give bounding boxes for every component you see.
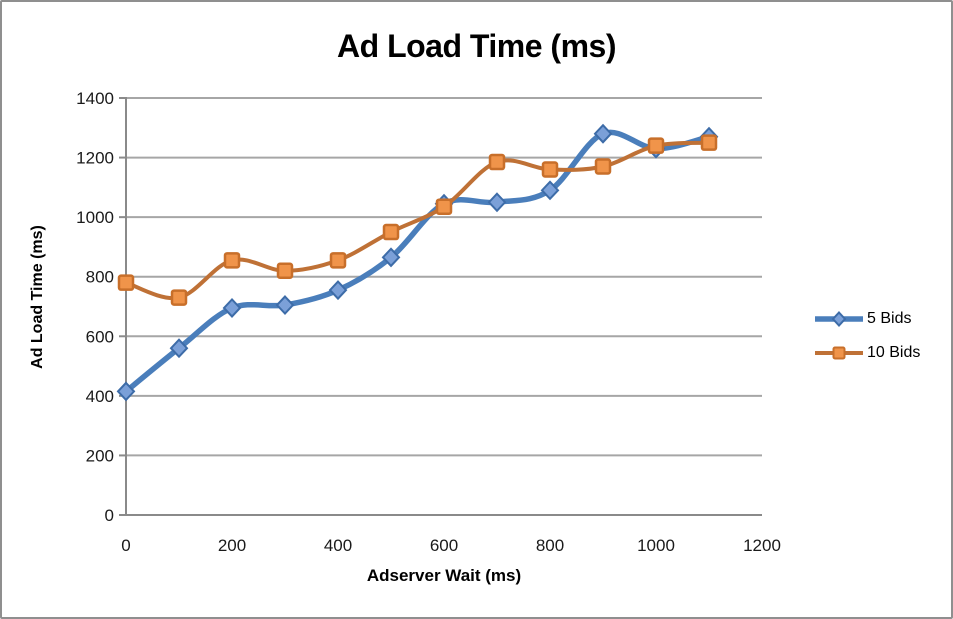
marker-10-bids-x600 [435, 198, 453, 215]
x-tick-label-1200: 1200 [743, 536, 781, 555]
legend-item-10-bids: 10 Bids [814, 342, 920, 364]
x-tick-label-400: 400 [324, 536, 352, 555]
legend: 5 Bids 10 Bids [814, 308, 920, 364]
y-tick-label-1200: 1200 [76, 149, 114, 168]
marker-10-bids-x400 [329, 252, 347, 269]
x-axis-title: Adserver Wait (ms) [366, 566, 522, 585]
marker-10-bids-x700 [488, 153, 506, 171]
series-line-5-bids [123, 129, 712, 395]
legend-marker-square-icon [832, 346, 846, 360]
marker-5-bids-x700 [487, 192, 507, 213]
y-tick-label-0: 0 [105, 506, 114, 525]
legend-label-10-bids: 10 Bids [867, 344, 921, 361]
marker-5-bids-x500 [381, 247, 401, 268]
marker-10-bids-x800 [541, 161, 559, 178]
chart-title: Ad Load Time (ms) [337, 28, 616, 64]
marker-5-bids-x400 [328, 280, 348, 301]
marker-10-bids-x200 [223, 252, 241, 269]
marker-10-bids-x1100 [700, 134, 718, 151]
marker-5-bids-x900 [593, 123, 613, 144]
marker-5-bids-x200 [222, 298, 242, 318]
marker-5-bids-x100 [169, 338, 189, 359]
y-tick-label-1400: 1400 [76, 89, 114, 108]
marker-5-bids-x0 [116, 381, 136, 402]
x-tick-label-1000: 1000 [637, 536, 675, 555]
y-tick-label-800: 800 [86, 268, 114, 287]
x-tick-label-800: 800 [536, 536, 564, 555]
marker-10-bids-x1000 [647, 137, 665, 154]
marker-10-bids-x0 [117, 274, 135, 291]
legend-label-5-bids: 5 Bids [867, 310, 912, 327]
legend-marker-diamond-icon [831, 311, 847, 327]
y-tick-label-600: 600 [86, 327, 114, 346]
marker-10-bids-x100 [170, 289, 188, 306]
y-tick-label-1000: 1000 [76, 208, 114, 227]
x-tick-label-600: 600 [430, 536, 458, 555]
marker-10-bids-x900 [594, 158, 612, 175]
legend-item-5-bids: 5 Bids [814, 308, 920, 330]
marker-5-bids-x300 [275, 295, 295, 315]
y-tick-label-200: 200 [86, 446, 114, 465]
marker-10-bids-x500 [382, 223, 400, 241]
marker-5-bids-x800 [540, 180, 560, 201]
series-line-10-bids [124, 140, 711, 301]
legend-swatch-10-bids-icon [815, 346, 863, 360]
x-tick-label-0: 0 [121, 536, 130, 555]
x-tick-label-200: 200 [218, 536, 246, 555]
y-axis-title: Ad Load Time (ms) [29, 225, 46, 369]
marker-10-bids-x300 [276, 262, 294, 280]
y-tick-label-400: 400 [86, 387, 114, 406]
legend-swatch-5-bids-icon [815, 311, 863, 327]
